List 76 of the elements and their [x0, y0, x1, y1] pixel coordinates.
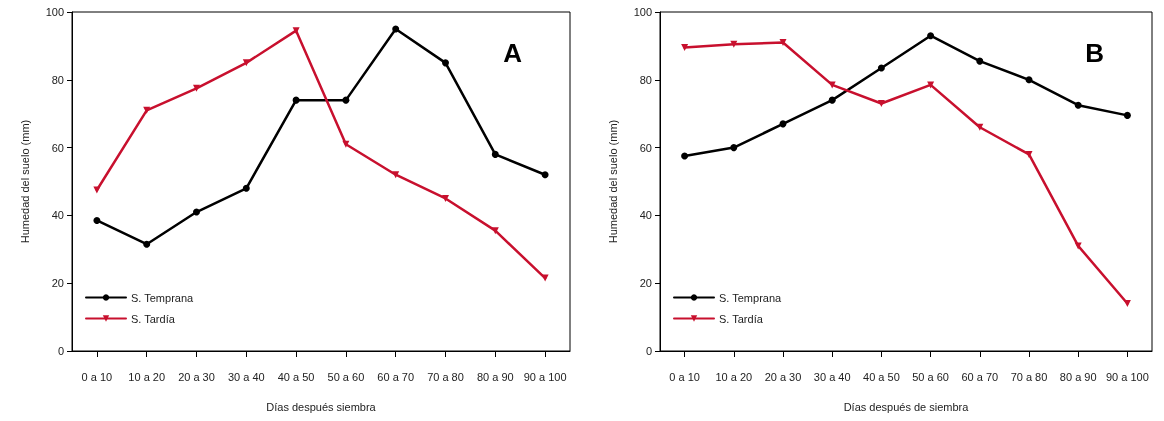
legend-label: S. Temprana — [131, 291, 195, 304]
point — [1123, 111, 1131, 119]
point — [93, 216, 101, 224]
point — [292, 96, 300, 104]
x-tick-label: 10 a 20 — [128, 370, 166, 383]
legend-label: S. Tardía — [719, 312, 764, 325]
legend-label: S. Tardía — [131, 312, 176, 325]
x-tick-label: 50 a 60 — [912, 370, 949, 383]
x-tick-label: 90 a 100 — [1105, 370, 1149, 383]
point — [491, 150, 499, 158]
x-axis-title: Días después de siembra — [843, 400, 970, 413]
x-tick-label: 60 a 70 — [377, 370, 415, 383]
x-tick-label: 0 a 10 — [81, 370, 113, 383]
point — [828, 96, 836, 104]
x-tick-label: 30 a 40 — [813, 370, 851, 383]
point — [442, 59, 449, 67]
legend-label: S. Temprana — [719, 291, 783, 304]
point — [681, 152, 689, 160]
y-tick-label: 40 — [639, 209, 652, 222]
x-axis-title: Días después siembra — [266, 400, 377, 413]
y-tick-label: 0 — [645, 345, 652, 357]
y-tick-label: 60 — [51, 141, 64, 154]
point — [976, 57, 984, 65]
point — [342, 96, 350, 104]
point — [730, 144, 738, 152]
point — [1123, 300, 1131, 308]
point — [292, 27, 300, 35]
point — [193, 84, 200, 92]
y-tick-label: 20 — [51, 277, 64, 290]
point — [1074, 101, 1082, 109]
y-tick-label: 80 — [51, 73, 64, 86]
point — [1025, 150, 1033, 158]
point — [242, 59, 250, 67]
x-tick-label: 70 a 80 — [427, 370, 464, 383]
y-axis-title: Humedad del suelo (mm) — [18, 119, 31, 244]
y-tick-label: 40 — [51, 209, 64, 222]
point — [491, 227, 499, 235]
point — [828, 81, 836, 89]
x-tick-label: 0 a 10 — [669, 370, 700, 383]
annotation: B — [1085, 38, 1104, 68]
x-tick-label: 90 a 100 — [523, 370, 567, 383]
y-tick-label: 60 — [639, 141, 652, 154]
point — [1025, 76, 1033, 84]
point — [392, 25, 400, 33]
point — [392, 171, 400, 179]
x-tick-label: 40 a 50 — [863, 370, 900, 383]
y-tick-label: 20 — [639, 277, 652, 290]
x-tick-label: 20 a 30 — [178, 370, 215, 383]
x-tick-label: 40 a 50 — [277, 370, 315, 383]
x-tick-label: 20 a 30 — [764, 370, 802, 383]
x-tick-label: 80 a 90 — [1059, 370, 1097, 383]
point — [143, 240, 151, 248]
point — [93, 186, 101, 194]
x-tick-label: 50 a 60 — [327, 370, 365, 383]
x-tick-label: 60 a 70 — [961, 370, 999, 383]
annotation: A — [503, 38, 523, 68]
point — [877, 64, 885, 72]
point — [541, 171, 549, 179]
y-tick-label: 80 — [639, 73, 652, 86]
point — [681, 44, 689, 52]
point — [193, 208, 200, 216]
point — [927, 81, 935, 89]
point — [1074, 242, 1082, 250]
point — [927, 32, 935, 40]
point — [779, 39, 787, 47]
point — [242, 184, 250, 192]
y-tick-label: 100 — [633, 6, 652, 18]
x-tick-label: 30 a 40 — [227, 370, 265, 383]
y-tick-label: 100 — [45, 6, 64, 18]
x-tick-label: 10 a 20 — [715, 370, 753, 383]
y-tick-label: 0 — [57, 345, 64, 357]
x-tick-label: 70 a 80 — [1010, 370, 1048, 383]
y-axis-title: Humedad del suelo (mm) — [606, 119, 619, 244]
point — [442, 194, 449, 202]
point — [877, 100, 885, 108]
x-tick-label: 80 a 90 — [476, 370, 514, 383]
